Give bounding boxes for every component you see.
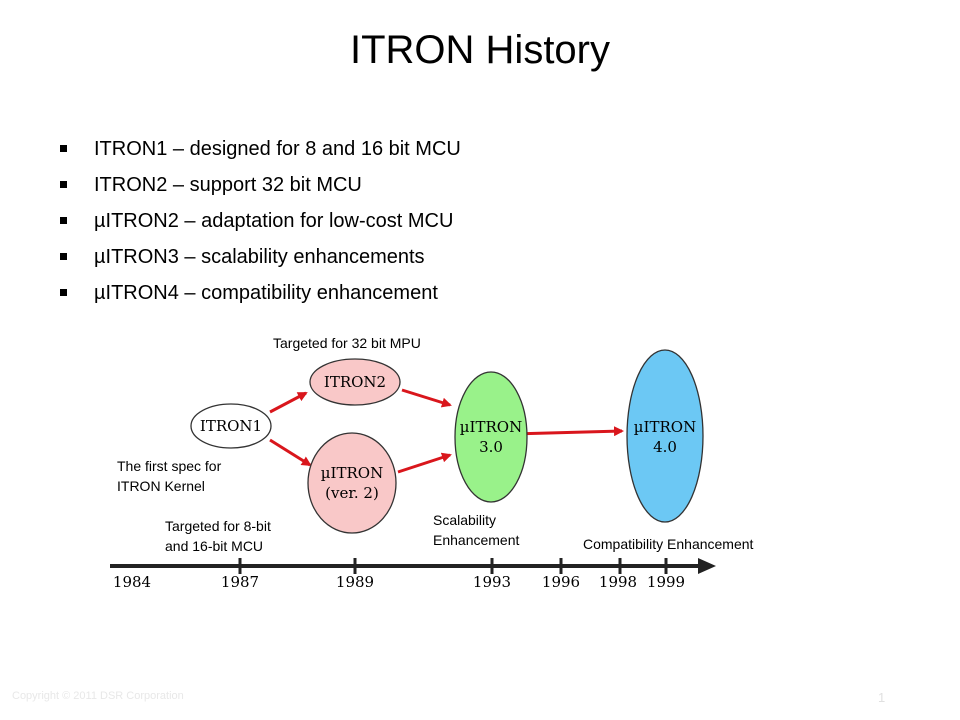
note-scalability-line1: Scalability — [433, 512, 497, 528]
node-uitron-ver2: µITRON (ver. 2) — [307, 432, 397, 534]
arrow-itron1-to-uitron-ver2 — [269, 438, 312, 467]
note-compatibility: Compatibility Enhancement — [583, 536, 754, 552]
node-uitron4-label: µITRON — [634, 418, 696, 436]
bullet-square-icon — [60, 253, 67, 260]
slide-title: ITRON History — [350, 28, 610, 72]
arrow-uitron-ver2-to-uitron3 — [397, 452, 452, 474]
note-first-spec-line2: ITRON Kernel — [117, 478, 205, 494]
note-targeted-8bit: Targeted for 8-bit and 16-bit MCU — [165, 516, 271, 556]
node-uitron-ver2-label: µITRON — [321, 464, 383, 482]
bullet-square-icon — [60, 217, 67, 224]
year-label: 1996 — [542, 573, 580, 591]
node-uitron3: µITRON 3.0 — [454, 371, 528, 503]
bullet-item: ITRON2 – support 32 bit MCU — [60, 171, 461, 207]
node-uitron3-sublabel: 3.0 — [479, 438, 503, 456]
bullet-item: µITRON3 – scalability enhancements — [60, 243, 461, 279]
node-itron1: ITRON1 — [190, 403, 272, 449]
note-targeted-8bit-line1: Targeted for 8-bit — [165, 518, 271, 534]
node-uitron4-sublabel: 4.0 — [653, 438, 677, 456]
bullet-square-icon — [60, 145, 67, 152]
year-label: 1984 — [113, 573, 151, 591]
node-uitron-ver2-sublabel: (ver. 2) — [325, 484, 379, 502]
note-targeted-8bit-line2: and 16-bit MCU — [165, 538, 264, 554]
bullet-square-icon — [60, 289, 67, 296]
note-scalability-line2: Enhancement — [433, 532, 520, 548]
note-targeted-32bit: Targeted for 32 bit MPU — [273, 335, 421, 351]
year-label: 1993 — [473, 573, 511, 591]
arrow-uitron3-to-uitron4 — [511, 426, 624, 437]
bullet-text: µITRON4 – compatibility enhancement — [94, 282, 438, 304]
bullet-text: µITRON3 – scalability enhancements — [94, 246, 425, 268]
node-itron2: ITRON2 — [309, 358, 401, 406]
bullet-text: ITRON2 – support 32 bit MCU — [94, 174, 362, 196]
year-label: 1999 — [647, 573, 685, 591]
arrow-itron2-to-uitron3 — [401, 388, 452, 408]
node-itron1-label: ITRON1 — [200, 417, 262, 435]
bullet-text: ITRON1 – designed for 8 and 16 bit MCU — [94, 138, 461, 160]
year-label: 1987 — [221, 573, 259, 591]
node-uitron4: µITRON 4.0 — [626, 349, 704, 523]
note-first-spec-line1: The first spec for — [117, 458, 222, 474]
node-uitron3-label: µITRON — [460, 418, 522, 436]
timeline: 1984 1987 1989 1993 1996 1998 1999 — [110, 558, 716, 591]
note-scalability: Scalability Enhancement — [433, 510, 519, 550]
timeline-arrowhead-icon — [698, 558, 716, 574]
bullet-text: µITRON2 – adaptation for low-cost MCU — [94, 210, 454, 232]
year-label: 1998 — [599, 573, 637, 591]
note-first-spec: The first spec for ITRON Kernel — [117, 456, 221, 496]
bullet-list: ITRON1 – designed for 8 and 16 bit MCU I… — [60, 135, 461, 315]
arrow-itron1-to-itron2 — [269, 391, 308, 414]
bullet-square-icon — [60, 181, 67, 188]
page-number: 1 — [878, 690, 886, 705]
node-itron2-label: ITRON2 — [324, 373, 386, 391]
year-label: 1989 — [336, 573, 374, 591]
bullet-item: ITRON1 – designed for 8 and 16 bit MCU — [60, 135, 461, 171]
bullet-item: µITRON2 – adaptation for low-cost MCU — [60, 207, 461, 243]
bullet-item: µITRON4 – compatibility enhancement — [60, 279, 461, 315]
copyright-footer: Copyright © 2011 DSR Corporation — [12, 690, 184, 702]
